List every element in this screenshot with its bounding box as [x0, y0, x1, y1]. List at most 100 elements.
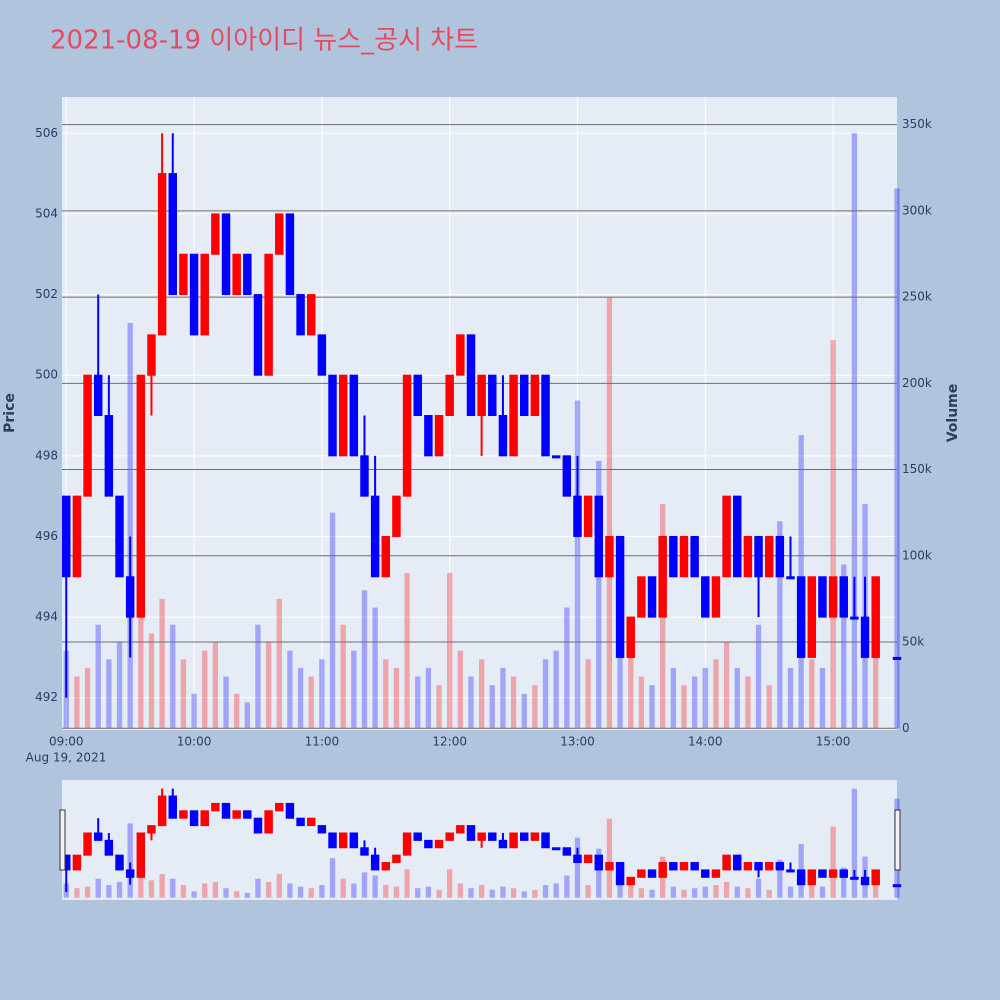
- volume-bar: [404, 869, 410, 898]
- candle-body: [796, 576, 806, 658]
- x-tick-label: 09:00: [49, 735, 84, 749]
- candle-body: [445, 832, 454, 841]
- candle-body: [722, 854, 731, 871]
- volume-bar: [234, 891, 240, 898]
- volume-bar: [383, 659, 389, 729]
- volume-bar: [361, 872, 368, 898]
- volume-bar: [425, 667, 432, 729]
- candle-body: [605, 535, 614, 578]
- candle-body: [679, 535, 689, 578]
- candle-body: [434, 415, 444, 457]
- candle-body: [828, 869, 838, 878]
- candle-body: [775, 862, 785, 871]
- candle-body: [573, 854, 582, 864]
- volume-bar: [191, 891, 197, 898]
- candle-body: [115, 495, 124, 578]
- candle-body: [701, 576, 710, 618]
- candle-body: [264, 810, 273, 834]
- volume-bar: [138, 869, 144, 898]
- volume-bar: [489, 685, 495, 729]
- volume-bar: [617, 881, 623, 898]
- volume-bar: [329, 858, 336, 898]
- volume-bar: [681, 889, 687, 898]
- candle-body: [541, 832, 550, 849]
- candle-body: [317, 825, 327, 834]
- volume-bar: [510, 888, 517, 898]
- volume-bar: [628, 883, 634, 898]
- candle-body: [733, 854, 742, 871]
- candle-body: [445, 374, 454, 417]
- volume-bar: [361, 590, 368, 729]
- volume-bar: [628, 650, 634, 729]
- candle-body: [211, 213, 220, 255]
- volume-bar: [95, 624, 101, 729]
- chart-title: 2021-08-19 이아이디 뉴스_공시 차트: [50, 26, 478, 56]
- candle-body: [637, 869, 646, 878]
- volume-bar: [351, 650, 357, 729]
- candle-body: [669, 862, 678, 871]
- candle-body: [328, 374, 337, 457]
- y-tick-label: 506: [35, 126, 58, 140]
- volume-bar: [297, 667, 304, 729]
- volume-bar: [532, 889, 538, 898]
- candle-body: [658, 862, 667, 878]
- candle-body: [168, 173, 177, 296]
- volume-bar: [787, 886, 794, 898]
- candle-body: [413, 832, 422, 841]
- volume-bar: [766, 889, 772, 898]
- y2-tick-label: 200k: [902, 376, 932, 390]
- volume-bar: [734, 667, 740, 729]
- volume-bar: [148, 633, 155, 729]
- volume-bar: [745, 676, 751, 729]
- candle-body: [860, 876, 870, 886]
- candle-body: [466, 334, 476, 417]
- y-axis-title: Price: [2, 393, 18, 433]
- candle-body: [764, 862, 774, 871]
- candle-body: [434, 839, 444, 849]
- candle-body: [466, 825, 476, 841]
- volume-bar: [777, 521, 783, 729]
- candle-body: [157, 173, 167, 336]
- candle-body: [456, 825, 465, 834]
- volume-bar: [755, 878, 762, 898]
- volume-bar: [170, 878, 176, 898]
- volume-bar: [809, 885, 815, 898]
- volume-bar: [777, 859, 783, 898]
- volume-bar: [542, 885, 549, 898]
- candle-body: [839, 869, 848, 878]
- y-tick-label: 504: [35, 206, 58, 220]
- volume-bar: [617, 642, 623, 729]
- candle-body: [892, 656, 902, 660]
- candle-body: [221, 213, 231, 296]
- volume-bar: [287, 883, 293, 898]
- candle-body: [647, 576, 657, 618]
- candle-body: [530, 832, 540, 841]
- volume-bar: [106, 659, 112, 729]
- candle-body: [296, 294, 305, 336]
- volume-bar: [553, 650, 559, 729]
- volume-bar: [319, 885, 325, 898]
- slider-handle[interactable]: [894, 809, 901, 871]
- candle-body: [573, 495, 582, 537]
- volume-bar: [265, 881, 272, 898]
- volume-bar: [638, 888, 645, 898]
- volume-bar: [84, 886, 91, 898]
- candle-body: [168, 795, 177, 819]
- y2-tick-label: 150k: [902, 462, 932, 476]
- candle-body: [360, 455, 369, 497]
- candle-body: [743, 535, 753, 578]
- candle-body: [115, 854, 124, 871]
- candle-body: [520, 832, 529, 841]
- candle-body: [243, 253, 252, 296]
- candle-body: [498, 415, 508, 457]
- candle-body: [551, 847, 561, 851]
- x-date-label: Aug 19, 2021: [26, 751, 107, 765]
- volume-bar: [830, 340, 836, 729]
- slider-handle[interactable]: [59, 809, 66, 871]
- candle-body: [370, 854, 380, 871]
- y2-axis-title: Volume: [945, 384, 961, 443]
- candle-body: [338, 374, 348, 457]
- volume-bar: [308, 888, 314, 898]
- y-tick-label: 498: [35, 448, 58, 462]
